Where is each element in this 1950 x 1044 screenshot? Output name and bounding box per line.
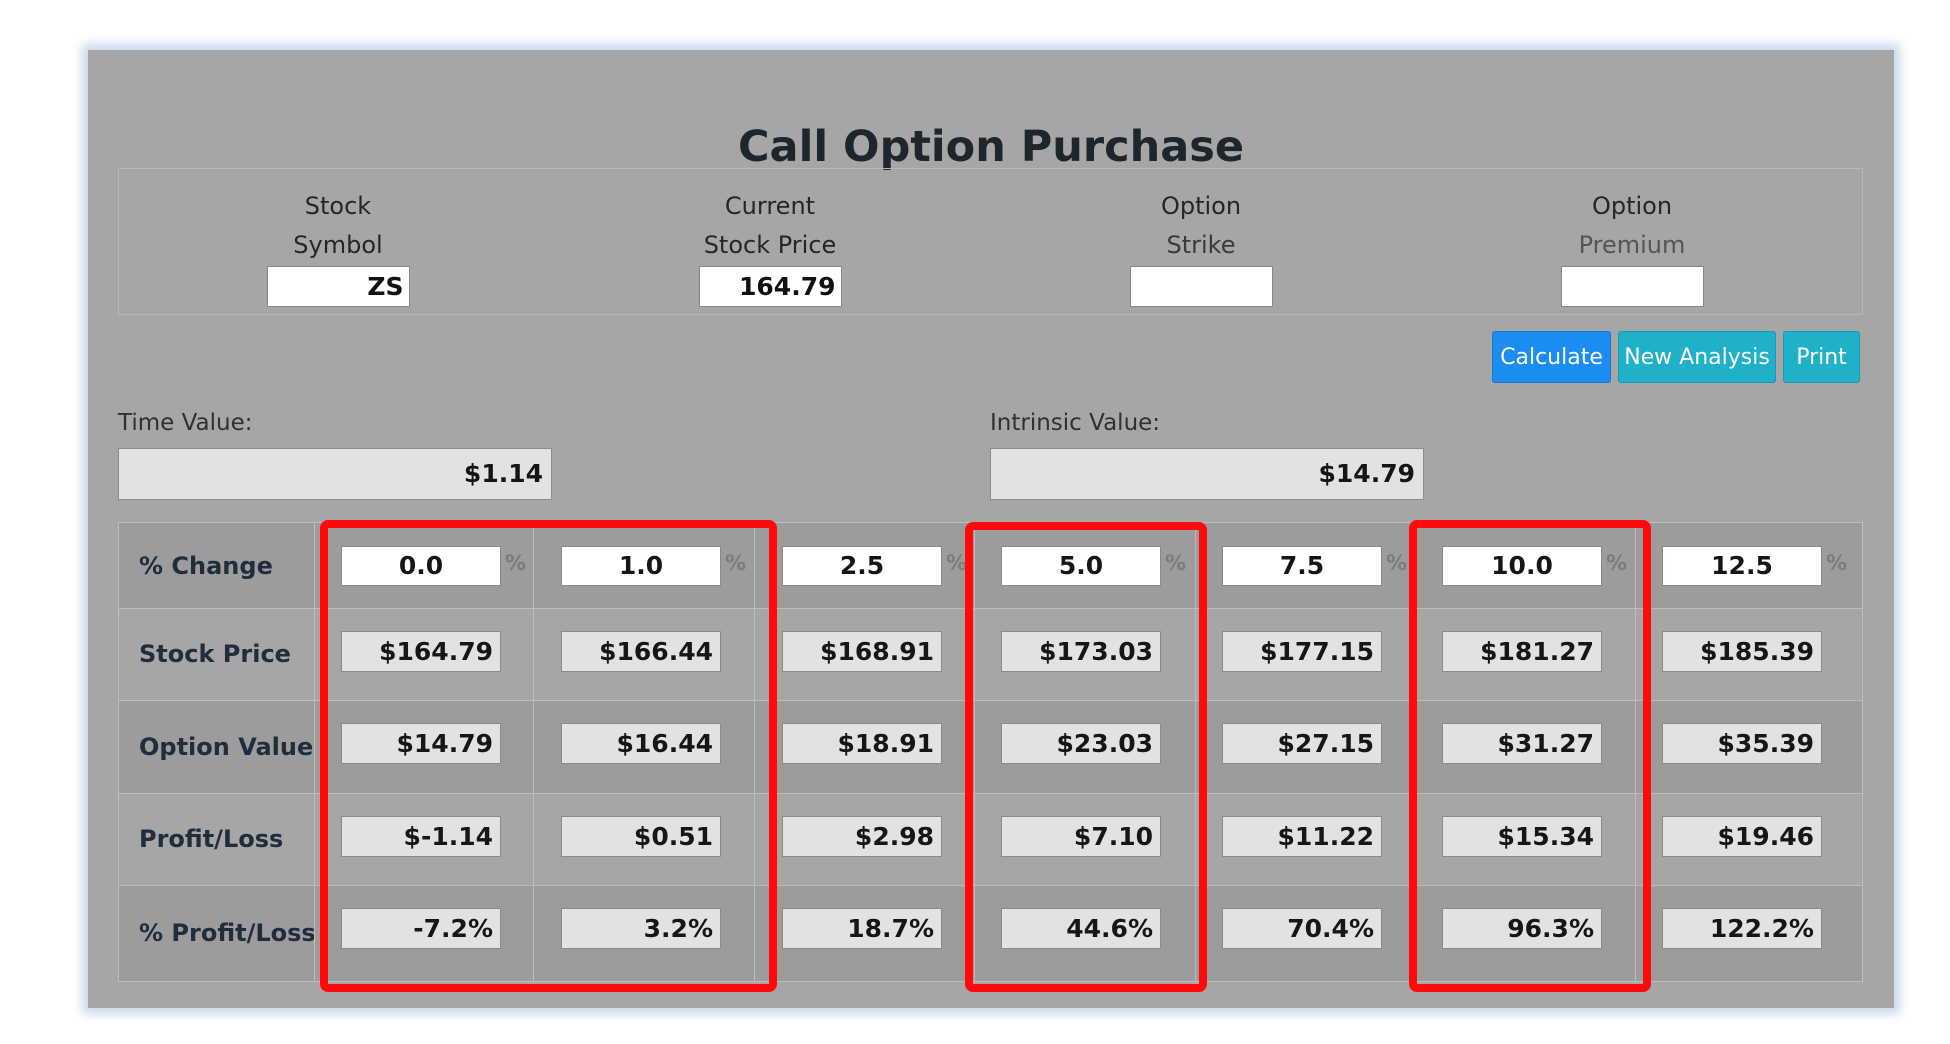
row-label-profit-loss: Profit/Loss [139,825,284,853]
page-title: Call Option Purchase [738,122,1244,172]
table-row-divider [119,793,1862,794]
highlight-box-column-4 [965,522,1207,992]
percent-sign-7: % [1826,551,1848,575]
stock-symbol-label-line2: Symbol [293,231,383,259]
time-value-label: Time Value: [118,410,253,436]
profit-loss-cell-5: $11.22 [1222,816,1382,857]
table-column-divider [314,523,315,981]
call-option-panel: Call Option Purchase Stock Symbol ZS Cur… [88,50,1894,1008]
option-value-cell-3: $18.91 [782,723,942,764]
intrinsic-value-label: Intrinsic Value: [990,410,1161,436]
stock-price-cell-6: $181.27 [1442,631,1602,672]
stock-symbol-input[interactable]: ZS [266,266,410,307]
profit-loss-cell-2: $0.51 [561,816,721,857]
stock-symbol-label-line1: Stock [304,192,372,220]
profit-loss-cell-7: $19.46 [1662,816,1822,857]
table-column-divider [974,523,975,981]
percent-sign-5: % [1386,551,1408,575]
percent-sign-3: % [946,551,968,575]
percent-profit-loss-cell-2: 3.2% [561,908,721,949]
option-value-cell-2: $16.44 [561,723,721,764]
profit-loss-cell-3: $2.98 [782,816,942,857]
percent-change-input-1[interactable]: 0.0 [341,546,501,586]
percent-change-input-2[interactable]: 1.0 [561,546,721,586]
table-column-divider [1195,523,1196,981]
table-row-percent-change: % Change 0.0% 1.0% 2.5% 5.0% 7.5% 10.0% 12.5% [119,523,1862,608]
print-button[interactable]: Print [1783,331,1860,383]
table-row-divider [119,608,1862,609]
row-label-percent-profit-loss: % Profit/Loss [139,919,316,947]
table-column-divider [1635,523,1636,981]
percent-sign-2: % [725,551,747,575]
percent-profit-loss-cell-6: 96.3% [1442,908,1602,949]
row-label-percent-change: % Change [139,551,273,580]
percent-change-input-3[interactable]: 2.5 [782,546,942,586]
highlight-box-columns-1-2 [320,520,777,992]
row-label-stock-price: Stock Price [139,640,291,668]
stock-price-cell-3: $168.91 [782,631,942,672]
percent-change-input-5[interactable]: 7.5 [1222,546,1382,586]
calculate-button[interactable]: Calculate [1492,331,1611,383]
percent-profit-loss-cell-1: -7.2% [341,908,501,949]
highlight-box-column-6 [1409,520,1651,992]
table-column-divider [754,523,755,981]
percent-sign-6: % [1606,551,1628,575]
option-premium-label-line1: Option [1591,192,1673,220]
profit-loss-cell-1: $-1.14 [341,816,501,857]
stock-symbol-field-group: Stock Symbol ZS [188,187,488,307]
current-stock-price-label-line1: Current [724,192,816,220]
stock-price-cell-2: $166.44 [561,631,721,672]
option-strike-label-line1: Option [1160,192,1242,220]
table-row-percent-profit-loss: % Profit/Loss -7.2% 3.2% 18.7% 44.6% 70.4% 96.… [119,885,1862,981]
percent-sign-4: % [1165,551,1187,575]
percent-profit-loss-cell-5: 70.4% [1222,908,1382,949]
percent-profit-loss-cell-7: 122.2% [1662,908,1822,949]
option-strike-field-group: Option Strike [1051,187,1351,307]
option-premium-label-line2: Premium [1578,231,1686,259]
option-value-cell-6: $31.27 [1442,723,1602,764]
percent-change-input-4[interactable]: 5.0 [1001,546,1161,586]
table-column-divider [533,523,534,981]
profit-loss-cell-4: $7.10 [1001,816,1161,857]
row-label-option-value: Option Value [139,732,314,761]
input-section: Stock Symbol ZS Current Stock Price 164.… [118,168,1863,315]
option-premium-field-group: Option Premium [1482,187,1782,307]
stock-price-cell-1: $164.79 [341,631,501,672]
table-row-stock-price: Stock Price $164.79 $166.44 $168.91 $173.03 $… [119,608,1862,700]
percent-profit-loss-cell-4: 44.6% [1001,908,1161,949]
option-value-cell-7: $35.39 [1662,723,1822,764]
current-stock-price-input[interactable]: 164.79 [698,266,842,307]
table-row-divider [119,885,1862,886]
option-strike-input[interactable] [1129,266,1273,307]
percent-change-input-6[interactable]: 10.0 [1442,546,1602,586]
option-value-cell-4: $23.03 [1001,723,1161,764]
scenario-table: % Change 0.0% 1.0% 2.5% 5.0% 7.5% 10.0% 12.5% St… [118,522,1863,982]
current-stock-price-field-group: Current Stock Price 164.79 [620,187,920,307]
option-value-cell-1: $14.79 [341,723,501,764]
new-analysis-button[interactable]: New Analysis [1618,331,1776,383]
current-stock-price-label-line2: Stock Price [703,231,837,259]
stock-price-cell-5: $177.15 [1222,631,1382,672]
option-premium-input[interactable] [1560,266,1704,307]
stock-price-cell-7: $185.39 [1662,631,1822,672]
percent-change-input-7[interactable]: 12.5 [1662,546,1822,586]
option-strike-label-line2: Strike [1166,231,1236,259]
table-row-divider [119,700,1862,701]
table-row-option-value: Option Value $14.79 $16.44 $18.91 $23.03 $27.… [119,700,1862,793]
stock-price-cell-4: $173.03 [1001,631,1161,672]
percent-sign-1: % [505,551,527,575]
table-row-profit-loss: Profit/Loss $-1.14 $0.51 $2.98 $7.10 $11.22 $1… [119,793,1862,885]
time-value-output: $1.14 [118,448,552,500]
profit-loss-cell-6: $15.34 [1442,816,1602,857]
percent-profit-loss-cell-3: 18.7% [782,908,942,949]
intrinsic-value-output: $14.79 [990,448,1424,500]
option-value-cell-5: $27.15 [1222,723,1382,764]
